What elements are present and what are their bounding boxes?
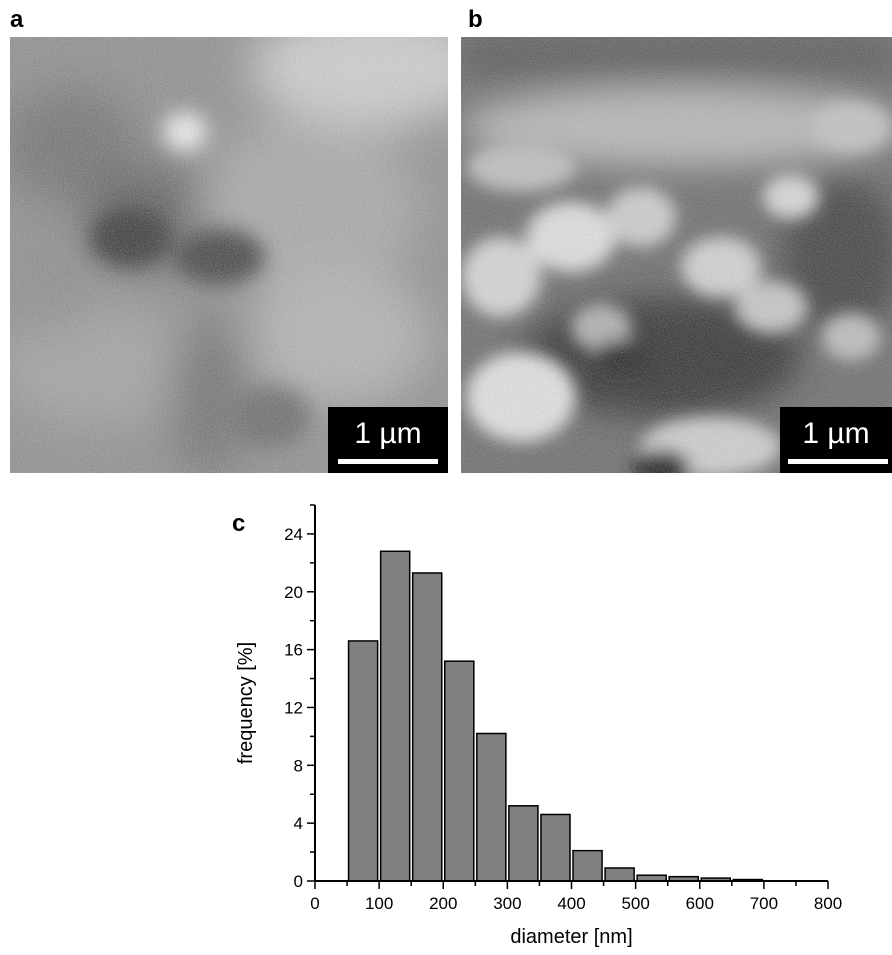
histogram-bar xyxy=(379,550,411,882)
x-tick-label: 600 xyxy=(686,894,714,913)
y-tick-label: 8 xyxy=(294,756,303,775)
scalebar-b-label: 1 µm xyxy=(802,417,870,450)
x-tick-label: 800 xyxy=(814,894,842,913)
histogram-bar xyxy=(476,732,507,882)
x-tick-label: 700 xyxy=(750,894,778,913)
micrograph-b-image xyxy=(461,37,892,473)
x-tick-label: 500 xyxy=(621,894,649,913)
y-tick-label: 0 xyxy=(294,872,303,891)
histogram-bars xyxy=(347,550,764,882)
panel-c-letter: c xyxy=(232,510,246,537)
x-tick-label: 300 xyxy=(493,894,521,913)
x-tick-label: 400 xyxy=(557,894,585,913)
panel-a-letter: a xyxy=(10,6,24,33)
histogram-bar xyxy=(540,813,571,882)
micrograph-a: 1 µm xyxy=(10,37,448,473)
y-tick-label: 12 xyxy=(284,698,303,717)
x-tick-label: 100 xyxy=(365,894,393,913)
x-ticks: 0 100 200 300 400 500 600 700 800 xyxy=(310,881,842,913)
y-tick-label: 20 xyxy=(284,583,303,602)
y-tick-label: 4 xyxy=(294,814,303,833)
y-axis-label: frequency [%] xyxy=(235,642,257,764)
histogram-bar xyxy=(411,572,443,882)
y-ticks: 0 4 8 12 16 20 24 xyxy=(284,504,315,891)
histogram-bar xyxy=(572,849,603,882)
scalebar-b-line xyxy=(788,459,888,464)
x-tick-label: 0 xyxy=(310,894,319,913)
histogram-bar xyxy=(444,660,475,882)
scalebar-b: 1 µm xyxy=(780,407,892,473)
micrograph-a-image xyxy=(10,37,448,473)
histogram-bar xyxy=(508,805,539,882)
x-tick-label: 200 xyxy=(429,894,457,913)
panel-b-letter: b xyxy=(468,6,483,33)
histogram-bar xyxy=(347,640,379,882)
micrograph-b: 1 µm xyxy=(461,37,892,473)
y-tick-label: 16 xyxy=(284,641,303,660)
scalebar-a-line xyxy=(338,459,438,464)
scalebar-a: 1 µm xyxy=(328,407,448,473)
histogram-chart: 0 100 200 300 400 500 600 700 800 0 4 8 12 16 20 24 di… xyxy=(235,504,842,948)
y-tick-label: 24 xyxy=(284,525,303,544)
scalebar-a-label: 1 µm xyxy=(354,417,422,450)
x-axis-label: diameter [nm] xyxy=(510,926,632,948)
histogram-bar xyxy=(604,867,635,882)
